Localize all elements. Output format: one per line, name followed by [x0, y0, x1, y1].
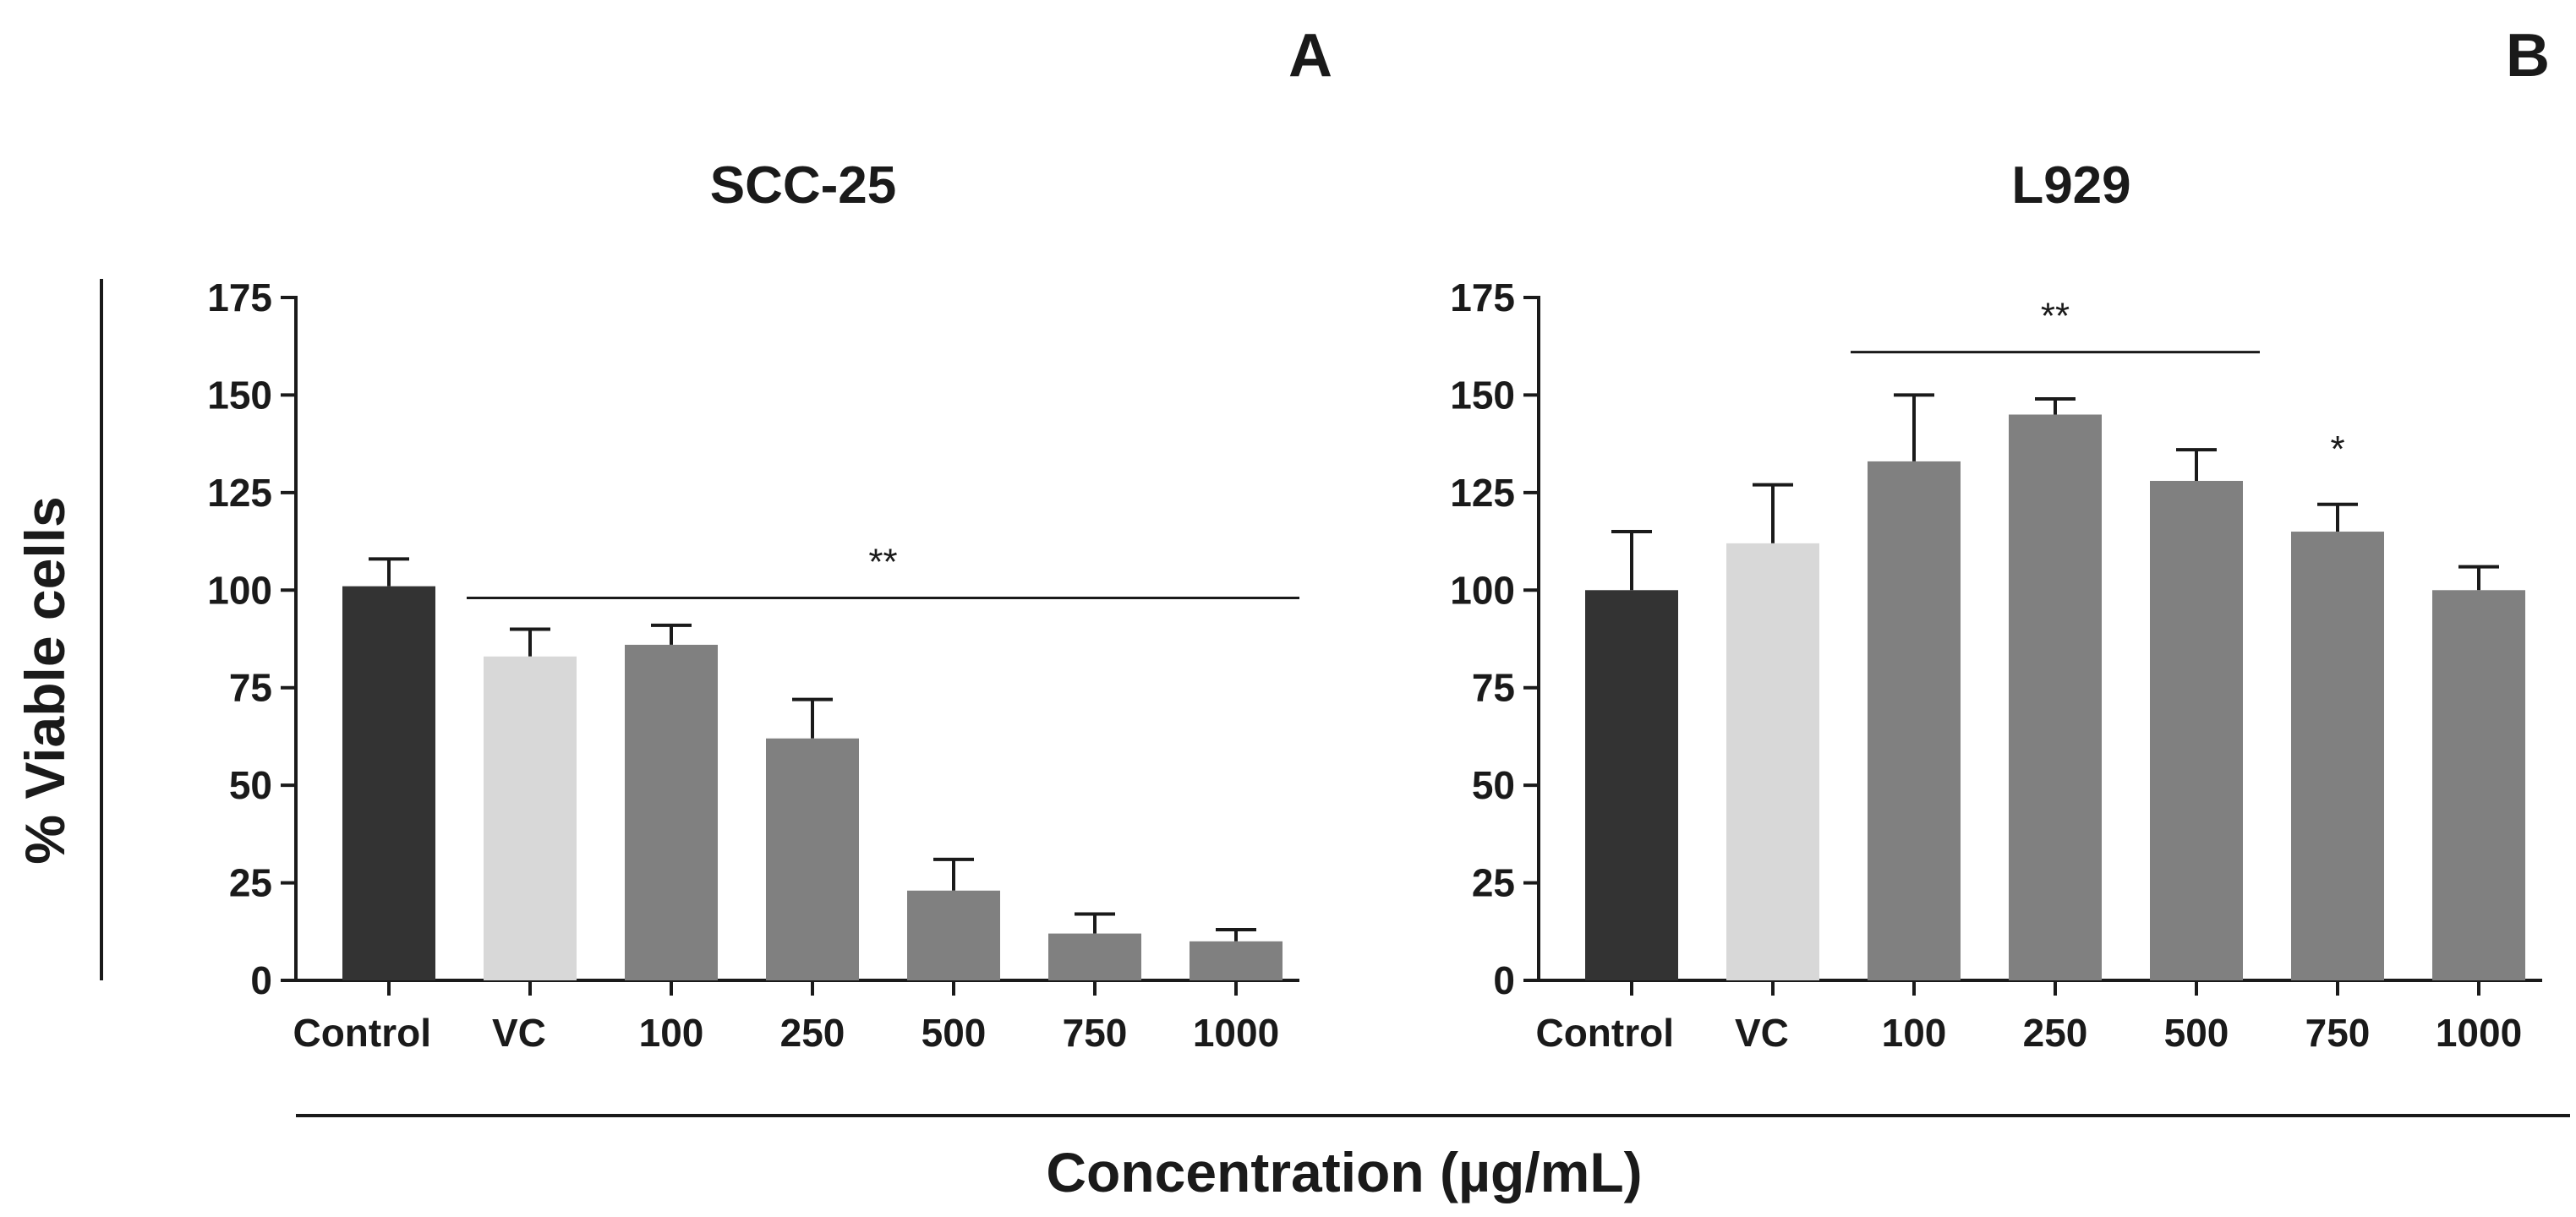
bar-250: [2009, 414, 2102, 980]
x-tick-label: 500: [922, 1011, 987, 1055]
y-tick-label: 25: [229, 861, 272, 905]
y-tick-label: 50: [229, 763, 272, 807]
bar-100: [1868, 461, 1961, 980]
y-tick-label: 100: [1450, 568, 1515, 612]
significance-marker: **: [868, 542, 897, 583]
y-tick-label: 150: [207, 373, 272, 417]
bar-control: [342, 586, 435, 980]
bar-vc: [1726, 543, 1819, 980]
y-tick-label: 0: [250, 958, 272, 1002]
x-tick-label: 500: [2164, 1011, 2229, 1055]
x-tick-label: 1000: [2436, 1011, 2522, 1055]
y-tick-label: 150: [1450, 373, 1515, 417]
panel-b: B L929 0 25 50 75 100 125 150 175 Control VC 100 25…: [1450, 22, 2550, 1055]
panel-a-title: SCC-25: [710, 156, 897, 215]
bar-control: [1585, 590, 1678, 980]
bar-750: [1048, 933, 1141, 980]
bar-1000: [2432, 590, 2525, 980]
y-tick-label: 25: [1472, 861, 1515, 905]
panel-a-plot: 0 25 50 75 100 125 150 175 Control VC 100 250 500 750…: [207, 276, 1299, 1055]
y-tick-label: 125: [1450, 471, 1515, 515]
panel-a-letter: A: [1288, 22, 1332, 90]
x-tick-label: 750: [2305, 1011, 2371, 1055]
y-axis-title: % Viable cells: [14, 496, 76, 864]
x-tick-label: 100: [639, 1011, 704, 1055]
y-tick-label: 0: [1493, 958, 1515, 1002]
bar-750: [2291, 532, 2384, 980]
x-tick-label: 250: [780, 1011, 845, 1055]
bar-250: [766, 738, 859, 980]
x-tick-label: 1000: [1193, 1011, 1279, 1055]
bar-vc: [484, 656, 577, 980]
x-tick-label: Control: [1535, 1011, 1674, 1055]
significance-marker: *: [2330, 428, 2344, 470]
y-tick-label: 50: [1472, 763, 1515, 807]
panel-a: A SCC-25 0 25 50 75 100 125 150 175 Control VC 100…: [207, 22, 1332, 1055]
x-tick-label: VC: [492, 1011, 546, 1055]
x-tick-label: 750: [1063, 1011, 1128, 1055]
x-tick-label: 100: [1882, 1011, 1947, 1055]
panel-b-letter: B: [2506, 22, 2550, 90]
significance-marker: **: [2041, 296, 2070, 337]
y-tick-label: 100: [207, 568, 272, 612]
panel-b-plot: 0 25 50 75 100 125 150 175 Control VC 100 250 500 750…: [1450, 276, 2542, 1055]
panel-b-title: L929: [2011, 156, 2130, 215]
bar-500: [2150, 481, 2243, 980]
y-tick-label: 75: [229, 666, 272, 710]
y-tick-label: 175: [1450, 276, 1515, 319]
x-tick-label: Control: [293, 1011, 431, 1055]
y-tick-label: 175: [207, 276, 272, 319]
x-axis-title: Concentration (µg/mL): [1046, 1141, 1642, 1203]
x-tick-label: VC: [1735, 1011, 1789, 1055]
bar-500: [907, 890, 1000, 980]
y-tick-label: 75: [1472, 666, 1515, 710]
x-tick-label: 250: [2023, 1011, 2088, 1055]
bar-1000: [1190, 941, 1283, 980]
bar-100: [625, 644, 718, 980]
y-tick-label: 125: [207, 471, 272, 515]
